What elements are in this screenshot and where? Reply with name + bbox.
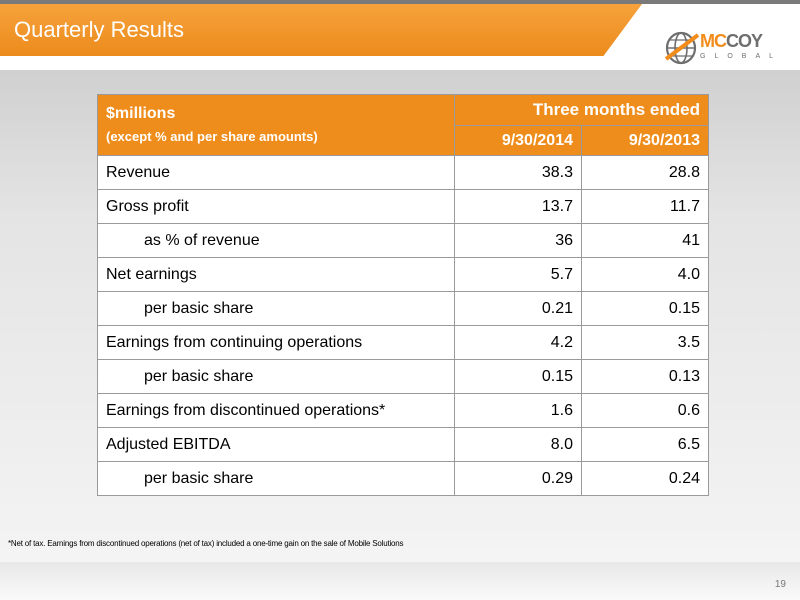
value-2013: 11.7 bbox=[581, 189, 709, 224]
quarterly-results-table: $millions (except % and per share amount… bbox=[97, 94, 709, 496]
logo-subtitle: GLOBAL bbox=[700, 53, 783, 60]
row-label: Adjusted EBITDA bbox=[97, 427, 455, 462]
row-label: Revenue bbox=[97, 155, 455, 190]
value-2013: 3.5 bbox=[581, 325, 709, 360]
table-row: Earnings from continuing operations 4.2 … bbox=[97, 325, 709, 360]
value-2013: 0.13 bbox=[581, 359, 709, 394]
company-logo: MCCOY GLOBAL bbox=[664, 29, 786, 67]
row-label: Earnings from discontinued operations* bbox=[97, 393, 455, 428]
table-row: per basic share 0.21 0.15 bbox=[97, 291, 709, 326]
logo-wordmark: MCCOY bbox=[700, 31, 763, 52]
row-label: per basic share bbox=[97, 461, 455, 496]
row-label: Earnings from continuing operations bbox=[97, 325, 455, 360]
value-2014: 0.21 bbox=[454, 291, 582, 326]
value-2014: 4.2 bbox=[454, 325, 582, 360]
value-2014: 38.3 bbox=[454, 155, 582, 190]
footnote: *Net of tax. Earnings from discontinued … bbox=[8, 539, 404, 548]
value-2014: 8.0 bbox=[454, 427, 582, 462]
slide-title: Quarterly Results bbox=[14, 17, 184, 42]
title-bar bbox=[0, 4, 642, 56]
header-units-note: (except % and per share amounts) bbox=[106, 129, 318, 144]
row-label: per basic share bbox=[97, 359, 455, 394]
row-label: per basic share bbox=[97, 291, 455, 326]
table-header-row: $millions (except % and per share amount… bbox=[97, 94, 709, 156]
value-2013: 0.24 bbox=[581, 461, 709, 496]
header-period: Three months ended bbox=[454, 94, 709, 126]
page-number: 19 bbox=[774, 579, 786, 590]
value-2013: 0.15 bbox=[581, 291, 709, 326]
header-date-2014: 9/30/2014 bbox=[454, 125, 582, 156]
table-row: Revenue 38.3 28.8 bbox=[97, 155, 709, 190]
header-units-cell: $millions (except % and per share amount… bbox=[97, 94, 455, 156]
slide-footer-background bbox=[0, 562, 800, 600]
table-row: as % of revenue 36 41 bbox=[97, 223, 709, 258]
value-2014: 13.7 bbox=[454, 189, 582, 224]
value-2014: 0.15 bbox=[454, 359, 582, 394]
header-date-2013: 9/30/2013 bbox=[581, 125, 709, 156]
value-2013: 6.5 bbox=[581, 427, 709, 462]
value-2014: 36 bbox=[454, 223, 582, 258]
table-row: Net earnings 5.7 4.0 bbox=[97, 257, 709, 292]
globe-logo-icon bbox=[664, 31, 700, 65]
table-row: per basic share 0.29 0.24 bbox=[97, 461, 709, 496]
logo-wordmark-grey: COY bbox=[726, 31, 763, 51]
value-2013: 28.8 bbox=[581, 155, 709, 190]
value-2014: 5.7 bbox=[454, 257, 582, 292]
row-label: Gross profit bbox=[97, 189, 455, 224]
table-row: per basic share 0.15 0.13 bbox=[97, 359, 709, 394]
logo-wordmark-orange: MC bbox=[700, 31, 727, 51]
row-label: as % of revenue bbox=[97, 223, 455, 258]
table-row: Adjusted EBITDA 8.0 6.5 bbox=[97, 427, 709, 462]
value-2013: 41 bbox=[581, 223, 709, 258]
row-label: Net earnings bbox=[97, 257, 455, 292]
table-row: Gross profit 13.7 11.7 bbox=[97, 189, 709, 224]
header-units-label: $millions bbox=[106, 105, 176, 122]
top-strip bbox=[0, 0, 800, 4]
value-2013: 0.6 bbox=[581, 393, 709, 428]
value-2014: 1.6 bbox=[454, 393, 582, 428]
table-row: Earnings from discontinued operations* 1… bbox=[97, 393, 709, 428]
value-2013: 4.0 bbox=[581, 257, 709, 292]
value-2014: 0.29 bbox=[454, 461, 582, 496]
